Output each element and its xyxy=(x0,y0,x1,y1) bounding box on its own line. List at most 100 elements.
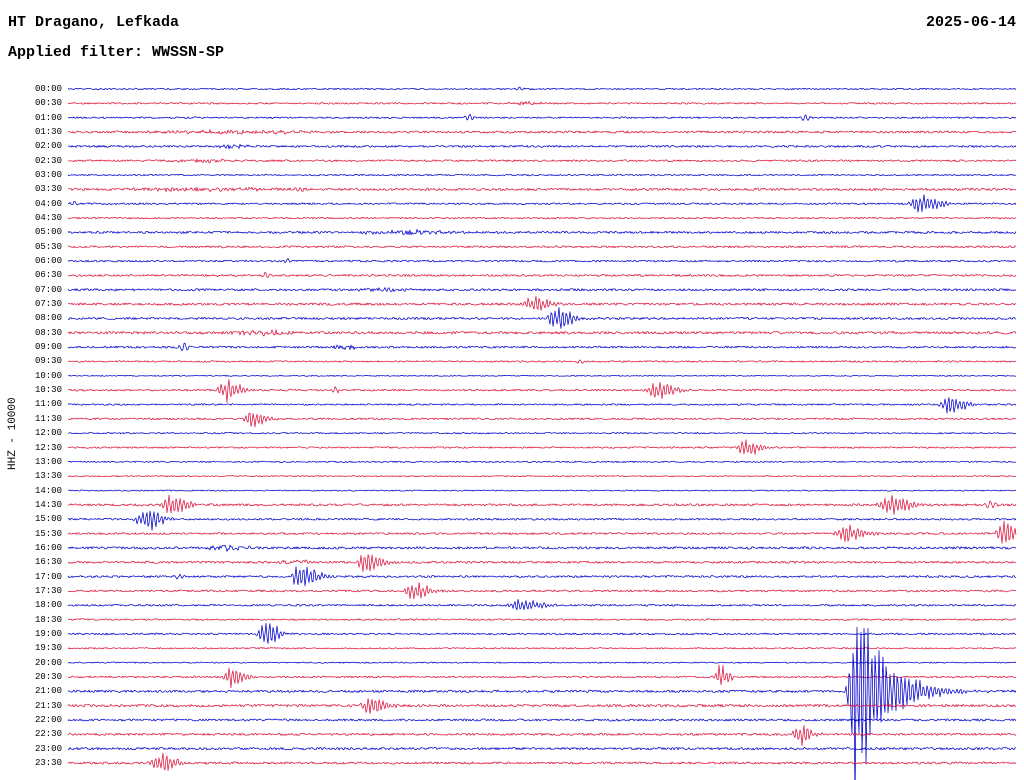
time-label-2000: 20:00 xyxy=(34,657,62,668)
trace-0700 xyxy=(67,287,1017,292)
time-label-0330: 03:30 xyxy=(34,184,62,195)
trace-1630 xyxy=(67,554,1017,572)
trace-0730 xyxy=(67,296,1017,311)
time-label-1300: 13:00 xyxy=(34,456,62,467)
time-label-1230: 12:30 xyxy=(34,442,62,453)
trace-2230 xyxy=(67,725,1017,746)
trace-0800 xyxy=(67,307,1017,329)
time-label-2130: 21:30 xyxy=(34,700,62,711)
trace-0830 xyxy=(67,329,1017,337)
trace-1800 xyxy=(67,599,1017,611)
trace-1100 xyxy=(67,397,1017,414)
time-label-1100: 11:00 xyxy=(34,399,62,410)
time-label-0100: 01:00 xyxy=(34,112,62,123)
trace-1530 xyxy=(67,520,1017,544)
trace-1300 xyxy=(67,460,1017,463)
time-label-1130: 11:30 xyxy=(34,413,62,424)
trace-0000 xyxy=(67,86,1017,91)
time-label-2300: 23:00 xyxy=(34,743,62,754)
time-label-0400: 04:00 xyxy=(34,198,62,209)
trace-1900 xyxy=(67,622,1017,644)
trace-0130 xyxy=(67,129,1017,135)
time-label-0830: 08:30 xyxy=(34,327,62,338)
time-label-0900: 09:00 xyxy=(34,342,62,353)
trace-2130 xyxy=(67,698,1017,714)
time-label-1700: 17:00 xyxy=(34,571,62,582)
trace-0930 xyxy=(67,359,1017,364)
time-label-0630: 06:30 xyxy=(34,270,62,281)
trace-2300 xyxy=(67,747,1017,751)
station-title: HT Dragano, Lefkada xyxy=(8,14,180,31)
trace-1400 xyxy=(68,489,1017,492)
time-label-1030: 10:30 xyxy=(34,385,62,396)
trace-1730 xyxy=(67,582,1016,600)
time-label-1730: 17:30 xyxy=(34,585,62,596)
trace-1830 xyxy=(67,618,1017,621)
time-label-2330: 23:30 xyxy=(34,758,62,768)
time-label-2230: 22:30 xyxy=(34,729,62,740)
trace-2000 xyxy=(67,661,1017,664)
trace-0200 xyxy=(67,143,1017,150)
time-label-0700: 07:00 xyxy=(34,284,62,295)
trace-1200 xyxy=(67,432,1017,435)
time-label-0730: 07:30 xyxy=(34,299,62,310)
date-label: 2025-06-14 xyxy=(925,14,1016,31)
trace-2100 xyxy=(67,626,1017,780)
time-label-1800: 18:00 xyxy=(34,600,62,611)
time-label-1630: 16:30 xyxy=(34,557,62,568)
trace-0230 xyxy=(68,158,1017,164)
time-label-0500: 05:00 xyxy=(34,227,62,238)
trace-0330 xyxy=(67,186,1017,193)
trace-1330 xyxy=(67,475,1017,478)
trace-1000 xyxy=(67,374,1017,377)
time-label-0000: 00:00 xyxy=(34,84,62,94)
time-label-1500: 15:00 xyxy=(34,514,62,525)
time-label-1900: 19:00 xyxy=(34,628,62,639)
time-label-0600: 06:00 xyxy=(34,256,62,267)
time-label-0230: 02:30 xyxy=(34,155,62,166)
time-label-1400: 14:00 xyxy=(34,485,62,496)
trace-2030 xyxy=(67,664,1017,689)
trace-1500 xyxy=(67,510,1017,531)
time-label-1830: 18:30 xyxy=(34,614,62,625)
time-label-2200: 22:00 xyxy=(34,714,62,725)
trace-0030 xyxy=(67,101,1017,106)
trace-1030 xyxy=(67,379,1017,403)
trace-0400 xyxy=(67,194,1017,213)
filter-label: Applied filter: WWSSN-SP xyxy=(8,44,225,61)
trace-1600 xyxy=(67,544,1017,552)
trace-1930 xyxy=(67,647,1017,650)
time-label-2030: 20:30 xyxy=(34,671,62,682)
trace-1430 xyxy=(67,494,1017,515)
time-label-1200: 12:00 xyxy=(34,428,62,439)
trace-0530 xyxy=(67,245,1017,249)
time-label-0930: 09:30 xyxy=(34,356,62,367)
time-label-1000: 10:00 xyxy=(34,370,62,381)
trace-1230 xyxy=(67,439,1017,455)
time-label-1430: 14:30 xyxy=(34,499,62,510)
time-label-0530: 05:30 xyxy=(34,241,62,252)
time-label-1330: 13:30 xyxy=(34,471,62,482)
trace-0300 xyxy=(67,173,1017,177)
time-label-1530: 15:30 xyxy=(34,528,62,539)
time-label-0300: 03:00 xyxy=(34,170,62,181)
trace-2330 xyxy=(67,752,1017,771)
trace-1130 xyxy=(67,412,1017,428)
time-label-1600: 16:00 xyxy=(34,542,62,553)
time-label-0430: 04:30 xyxy=(34,213,62,224)
trace-0430 xyxy=(67,216,1017,220)
trace-1700 xyxy=(67,566,1017,587)
time-label-2100: 21:00 xyxy=(34,686,62,697)
time-label-0200: 02:00 xyxy=(34,141,62,152)
trace-0630 xyxy=(67,271,1017,278)
time-label-0800: 08:00 xyxy=(34,313,62,324)
trace-2200 xyxy=(67,718,1017,722)
trace-0500 xyxy=(67,229,1017,236)
time-label-0030: 00:30 xyxy=(34,98,62,109)
trace-0600 xyxy=(67,258,1017,263)
time-label-1930: 19:30 xyxy=(34,643,62,654)
trace-0100 xyxy=(67,113,1017,121)
